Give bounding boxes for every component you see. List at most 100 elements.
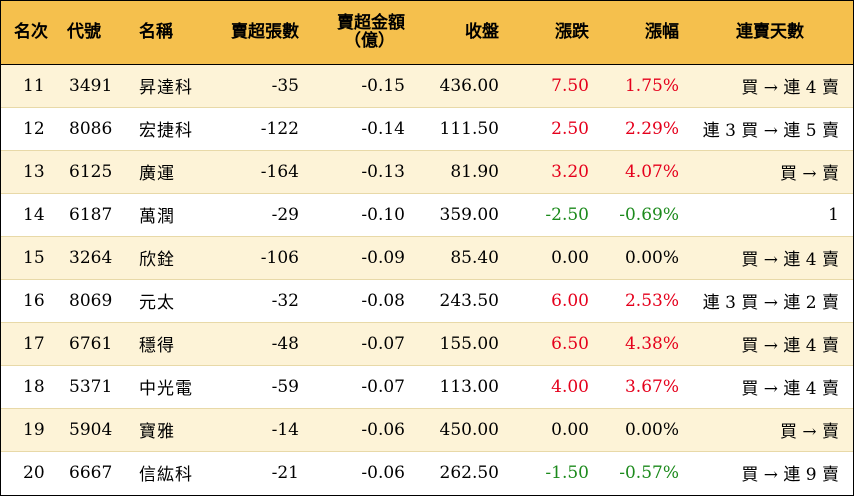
- header-change: 漲跌: [555, 22, 589, 43]
- name-cell: 信紘科: [131, 450, 211, 494]
- close-cell: 155.00: [413, 321, 507, 365]
- code-cell: 5904: [61, 407, 131, 451]
- name-cell: 昇達科: [131, 63, 211, 107]
- name-cell: 穩得: [131, 321, 211, 365]
- net-sell-amount-cell: -0.09: [307, 235, 413, 279]
- name-cell: 中光電: [131, 364, 211, 408]
- table-row: 14 6187 萬潤 -29 -0.10 359.00 -2.50 -0.69%…: [1, 192, 853, 236]
- table-body: 11 3491 昇達科 -35 -0.15 436.00 7.50 1.75% …: [1, 63, 853, 494]
- code-cell: 6761: [61, 321, 131, 365]
- header-rank: 名次: [14, 22, 48, 43]
- change-cell: 6.00: [507, 278, 597, 322]
- net-sell-lots-cell: -106: [211, 235, 307, 279]
- streak-cell: 連 3 買 → 連 5 賣: [687, 106, 853, 150]
- net-sell-lots-cell: -14: [211, 407, 307, 451]
- code-cell: 5371: [61, 364, 131, 408]
- name-cell: 欣銓: [131, 235, 211, 279]
- change-cell: 2.50: [507, 106, 597, 150]
- change-pct-cell: 0.00%: [597, 235, 687, 279]
- table-row: 20 6667 信紘科 -21 -0.06 262.50 -1.50 -0.57…: [1, 450, 853, 494]
- change-pct-cell: 3.67%: [597, 364, 687, 408]
- net-sell-amount-cell: -0.10: [307, 192, 413, 236]
- net-sell-amount-cell: -0.07: [307, 364, 413, 408]
- change-pct-cell: 4.38%: [597, 321, 687, 365]
- header-net-sell-amount-line1: 賣超金額: [337, 13, 405, 34]
- change-pct-cell: 1.75%: [597, 63, 687, 107]
- rank-cell: 15: [1, 235, 61, 279]
- net-sell-lots-cell: -164: [211, 149, 307, 193]
- header-change-pct: 漲幅: [645, 22, 679, 43]
- streak-cell: 買 → 連 4 賣: [687, 321, 853, 365]
- change-cell: -2.50: [507, 192, 597, 236]
- code-cell: 6187: [61, 192, 131, 236]
- net-sell-lots-cell: -48: [211, 321, 307, 365]
- streak-cell: 買 → 連 4 賣: [687, 63, 853, 107]
- table-row: 15 3264 欣銓 -106 -0.09 85.40 0.00 0.00% 買…: [1, 235, 853, 279]
- streak-cell: 買 → 賣: [687, 407, 853, 451]
- streak-cell: 1: [687, 192, 853, 236]
- change-pct-cell: -0.69%: [597, 192, 687, 236]
- name-cell: 寶雅: [131, 407, 211, 451]
- net-sell-amount-cell: -0.14: [307, 106, 413, 150]
- net-sell-lots-cell: -29: [211, 192, 307, 236]
- close-cell: 262.50: [413, 450, 507, 494]
- code-cell: 6667: [61, 450, 131, 494]
- close-cell: 436.00: [413, 63, 507, 107]
- table-row: 18 5371 中光電 -59 -0.07 113.00 4.00 3.67% …: [1, 364, 853, 408]
- table-row: 17 6761 穩得 -48 -0.07 155.00 6.50 4.38% 買…: [1, 321, 853, 365]
- net-sell-amount-cell: -0.15: [307, 63, 413, 107]
- change-pct-cell: -0.57%: [597, 450, 687, 494]
- net-sell-amount-cell: -0.13: [307, 149, 413, 193]
- rank-cell: 16: [1, 278, 61, 322]
- change-cell: 7.50: [507, 63, 597, 107]
- code-cell: 3491: [61, 63, 131, 107]
- streak-cell: 連 3 買 → 連 2 賣: [687, 278, 853, 322]
- net-sell-amount-cell: -0.08: [307, 278, 413, 322]
- header-net-sell-lots: 賣超張數: [231, 22, 299, 43]
- header-code: 代號: [67, 22, 101, 43]
- change-pct-cell: 4.07%: [597, 149, 687, 193]
- table-row: 16 8069 元太 -32 -0.08 243.50 6.00 2.53% 連…: [1, 278, 853, 322]
- net-sell-lots-cell: -35: [211, 63, 307, 107]
- table-row: 11 3491 昇達科 -35 -0.15 436.00 7.50 1.75% …: [1, 63, 853, 107]
- close-cell: 450.00: [413, 407, 507, 451]
- change-cell: 0.00: [507, 235, 597, 279]
- rank-cell: 18: [1, 364, 61, 408]
- code-cell: 6125: [61, 149, 131, 193]
- change-cell: -1.50: [507, 450, 597, 494]
- header-close: 收盤: [465, 22, 499, 43]
- rank-cell: 19: [1, 407, 61, 451]
- header-name: 名稱: [139, 22, 173, 43]
- rank-cell: 11: [1, 63, 61, 107]
- close-cell: 359.00: [413, 192, 507, 236]
- name-cell: 廣運: [131, 149, 211, 193]
- table-row: 12 8086 宏捷科 -122 -0.14 111.50 2.50 2.29%…: [1, 106, 853, 150]
- header-net-sell-amount-line2: （億）: [344, 31, 395, 52]
- rank-cell: 12: [1, 106, 61, 150]
- name-cell: 元太: [131, 278, 211, 322]
- rank-cell: 20: [1, 450, 61, 494]
- streak-cell: 買 → 連 4 賣: [687, 235, 853, 279]
- net-sell-amount-cell: -0.07: [307, 321, 413, 365]
- table-header-row: 名次 代號 名稱 賣超張數 賣超金額 （億） 收盤 漲跌 漲幅 連賣天數: [1, 1, 853, 64]
- table-row: 19 5904 寶雅 -14 -0.06 450.00 0.00 0.00% 買…: [1, 407, 853, 451]
- streak-cell: 買 → 連 4 賣: [687, 364, 853, 408]
- close-cell: 111.50: [413, 106, 507, 150]
- name-cell: 宏捷科: [131, 106, 211, 150]
- rank-cell: 14: [1, 192, 61, 236]
- close-cell: 243.50: [413, 278, 507, 322]
- net-sell-amount-cell: -0.06: [307, 450, 413, 494]
- header-net-sell-amount: 賣超金額 （億）: [307, 1, 413, 64]
- code-cell: 3264: [61, 235, 131, 279]
- close-cell: 81.90: [413, 149, 507, 193]
- streak-cell: 買 → 連 9 賣: [687, 450, 853, 494]
- net-sell-lots-cell: -59: [211, 364, 307, 408]
- close-cell: 113.00: [413, 364, 507, 408]
- name-cell: 萬潤: [131, 192, 211, 236]
- change-cell: 3.20: [507, 149, 597, 193]
- code-cell: 8069: [61, 278, 131, 322]
- change-cell: 4.00: [507, 364, 597, 408]
- change-pct-cell: 0.00%: [597, 407, 687, 451]
- change-cell: 0.00: [507, 407, 597, 451]
